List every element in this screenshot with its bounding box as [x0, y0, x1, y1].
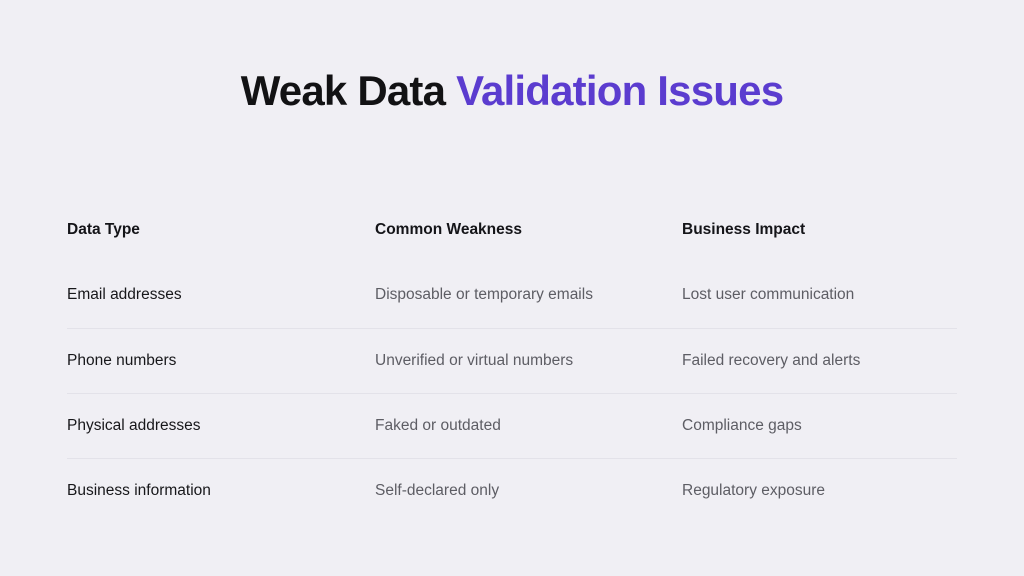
cell-data-type: Physical addresses: [67, 416, 201, 434]
table-row: Physical addresses Faked or outdated Com…: [67, 393, 957, 458]
table-row: Email addresses Disposable or temporary …: [67, 263, 957, 328]
cell-business-impact: Regulatory exposure: [682, 481, 826, 499]
cell-data-type: Email addresses: [67, 286, 182, 304]
cell-data-type: Phone numbers: [67, 351, 177, 369]
validation-issues-table: Data Type Common Weakness Business Impac…: [67, 198, 957, 523]
page-title: Weak Data Validation Issues: [0, 67, 1024, 114]
cell-common-weakness: Unverified or virtual numbers: [375, 351, 574, 369]
title-primary: Weak Data: [240, 67, 446, 114]
column-header-business-impact: Business Impact: [682, 221, 806, 239]
cell-business-impact: Failed recovery and alerts: [682, 351, 861, 369]
column-header-common-weakness: Common Weakness: [375, 221, 523, 239]
title-accent: Validation Issues: [456, 67, 784, 114]
cell-common-weakness: Self-declared only: [375, 481, 500, 499]
cell-common-weakness: Faked or outdated: [375, 416, 501, 434]
cell-data-type: Business information: [67, 481, 211, 499]
table-row: Phone numbers Unverified or virtual numb…: [67, 328, 957, 393]
column-header-data-type: Data Type: [67, 221, 140, 239]
cell-business-impact: Lost user communication: [682, 286, 855, 304]
cell-business-impact: Compliance gaps: [682, 416, 802, 434]
cell-common-weakness: Disposable or temporary emails: [375, 286, 593, 304]
table-row: Business information Self-declared only …: [67, 458, 957, 523]
table-header-row: Data Type Common Weakness Business Impac…: [67, 198, 957, 263]
